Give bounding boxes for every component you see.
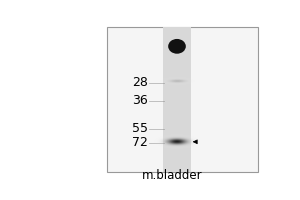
Bar [107,27,258,172]
Ellipse shape [168,39,186,54]
Bar [163,27,191,172]
Text: 72: 72 [132,136,148,149]
Text: 55: 55 [132,122,148,135]
Text: m.bladder: m.bladder [142,169,203,182]
Text: 28: 28 [132,76,148,89]
Text: 36: 36 [132,95,148,108]
